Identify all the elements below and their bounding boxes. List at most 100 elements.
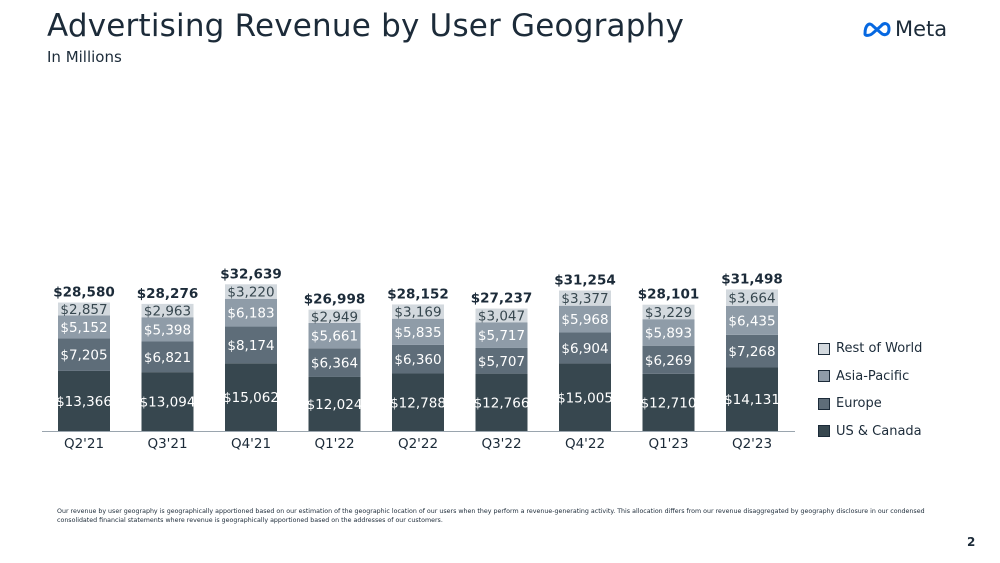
data-label-europe-1: $6,821 — [144, 350, 191, 366]
bar-segment-asia-pacific-7 — [642, 319, 695, 346]
legend-item-rest-of-world: Rest of World — [818, 335, 922, 363]
legend-label-asia-pacific: Asia-Pacific — [836, 368, 910, 384]
data-label-asia-pacific-4: $5,835 — [394, 325, 441, 341]
bar-segment-europe-1 — [141, 341, 194, 373]
data-label-europe-6: $6,904 — [561, 341, 608, 357]
data-label-europe-5: $5,707 — [478, 354, 525, 370]
data-label-rest-of-world-3: $2,949 — [311, 309, 358, 325]
legend-swatch-asia-pacific — [818, 370, 830, 383]
x-tick-label-8: Q2'23 — [732, 436, 772, 452]
page-number: 2 — [967, 535, 976, 549]
footnote: Our revenue by user geography is geograp… — [57, 508, 925, 524]
meta-infinity-icon — [863, 22, 891, 37]
total-label-1: $28,276 — [137, 286, 199, 302]
bar-segment-rest-of-world-6 — [559, 290, 611, 306]
data-label-asia-pacific-0: $5,152 — [60, 320, 107, 336]
x-tick-label-0: Q2'21 — [64, 436, 104, 452]
bar-segment-rest-of-world-0 — [58, 302, 110, 316]
bar-segment-rest-of-world-2 — [225, 284, 277, 299]
total-label-7: $28,101 — [638, 287, 700, 303]
bar-segment-asia-pacific-4 — [392, 318, 444, 345]
data-label-asia-pacific-3: $5,661 — [311, 329, 358, 345]
total-label-4: $28,152 — [387, 286, 449, 302]
data-label-rest-of-world-4: $3,169 — [394, 305, 441, 321]
data-label-us-canada-0: $13,366 — [56, 394, 112, 410]
data-label-us-canada-4: $12,788 — [390, 395, 446, 411]
data-label-rest-of-world-8: $3,664 — [728, 291, 775, 307]
data-label-us-canada-2: $15,062 — [223, 390, 279, 406]
legend-swatch-europe — [818, 397, 830, 410]
bar-segment-us-canada-1 — [141, 372, 194, 431]
bar-segment-us-canada-3 — [308, 376, 361, 431]
bar-segment-asia-pacific-5 — [475, 322, 528, 348]
total-label-6: $31,254 — [554, 273, 616, 289]
bar-segment-us-canada-7 — [642, 373, 695, 431]
meta-logo-text: Meta — [895, 17, 948, 41]
legend-item-us-canada: US & Canada — [818, 418, 922, 446]
x-tick-label-5: Q3'22 — [481, 436, 521, 452]
total-label-8: $31,498 — [721, 271, 783, 287]
bar-segment-europe-0 — [58, 338, 110, 371]
bar-segment-europe-4 — [392, 344, 444, 374]
bar-segment-us-canada-0 — [58, 370, 110, 431]
page-subtitle: In Millions — [47, 48, 122, 66]
data-label-us-canada-7: $12,710 — [641, 395, 697, 411]
bar-segment-rest-of-world-8 — [726, 289, 778, 306]
data-label-us-canada-8: $14,131 — [724, 392, 780, 408]
bar-segment-rest-of-world-3 — [308, 309, 361, 323]
data-label-us-canada-1: $13,094 — [140, 395, 196, 411]
chart-legend: Rest of World Asia-Pacific Europe US & C… — [818, 335, 922, 445]
data-label-europe-7: $6,269 — [645, 353, 692, 369]
data-label-rest-of-world-0: $2,857 — [60, 302, 107, 318]
data-label-asia-pacific-8: $6,435 — [728, 313, 775, 329]
data-label-asia-pacific-2: $6,183 — [227, 306, 274, 322]
bar-segment-rest-of-world-7 — [642, 304, 695, 320]
bar-segment-us-canada-4 — [392, 373, 444, 431]
bar-segment-europe-8 — [726, 334, 778, 368]
bar-segment-asia-pacific-0 — [58, 315, 110, 339]
bar-segment-asia-pacific-1 — [141, 317, 194, 342]
meta-logo: Meta — [862, 17, 947, 41]
bar-segment-asia-pacific-3 — [308, 322, 361, 349]
page-title: Advertising Revenue by User Geography — [47, 8, 685, 44]
bar-segment-europe-3 — [308, 348, 361, 377]
data-label-rest-of-world-6: $3,377 — [561, 291, 608, 307]
x-tick-label-3: Q1'22 — [314, 436, 354, 452]
bar-segment-asia-pacific-6 — [559, 305, 611, 333]
data-label-rest-of-world-1: $2,963 — [144, 304, 191, 320]
bar-segment-europe-5 — [475, 347, 528, 374]
data-label-asia-pacific-1: $5,398 — [144, 322, 191, 338]
total-label-3: $26,998 — [304, 292, 366, 308]
x-tick-label-7: Q1'23 — [648, 436, 688, 452]
data-label-rest-of-world-2: $3,220 — [227, 285, 274, 301]
legend-swatch-us-canada — [818, 425, 830, 438]
legend-label-us-canada: US & Canada — [836, 423, 922, 439]
bar-segment-asia-pacific-2 — [225, 298, 277, 327]
bar-segment-asia-pacific-8 — [726, 305, 778, 335]
data-label-us-canada-5: $12,766 — [474, 395, 530, 411]
data-label-asia-pacific-5: $5,717 — [478, 328, 525, 344]
x-tick-label-6: Q4'22 — [565, 436, 605, 452]
data-label-rest-of-world-7: $3,229 — [645, 305, 692, 321]
data-label-asia-pacific-7: $5,893 — [645, 325, 692, 341]
bar-segment-rest-of-world-1 — [141, 303, 194, 318]
bar-segment-us-canada-5 — [475, 373, 528, 431]
data-label-europe-2: $8,174 — [227, 338, 274, 354]
bar-segment-europe-7 — [642, 345, 695, 374]
data-label-europe-3: $6,364 — [311, 356, 358, 372]
x-tick-label-1: Q3'21 — [147, 436, 187, 452]
legend-swatch-rest-of-world — [818, 342, 830, 355]
bar-segment-us-canada-8 — [726, 367, 778, 431]
bar-segment-us-canada-2 — [225, 363, 277, 431]
bar-segment-europe-2 — [225, 326, 277, 364]
total-label-2: $32,639 — [220, 266, 282, 282]
x-tick-label-2: Q4'21 — [231, 436, 271, 452]
data-label-us-canada-6: $15,005 — [557, 390, 613, 406]
total-label-5: $27,237 — [471, 291, 533, 307]
bar-segment-us-canada-6 — [559, 363, 611, 431]
data-label-europe-4: $6,360 — [394, 352, 441, 368]
bar-segment-europe-6 — [559, 332, 611, 364]
total-label-0: $28,580 — [53, 285, 115, 301]
legend-item-europe: Europe — [818, 390, 922, 418]
